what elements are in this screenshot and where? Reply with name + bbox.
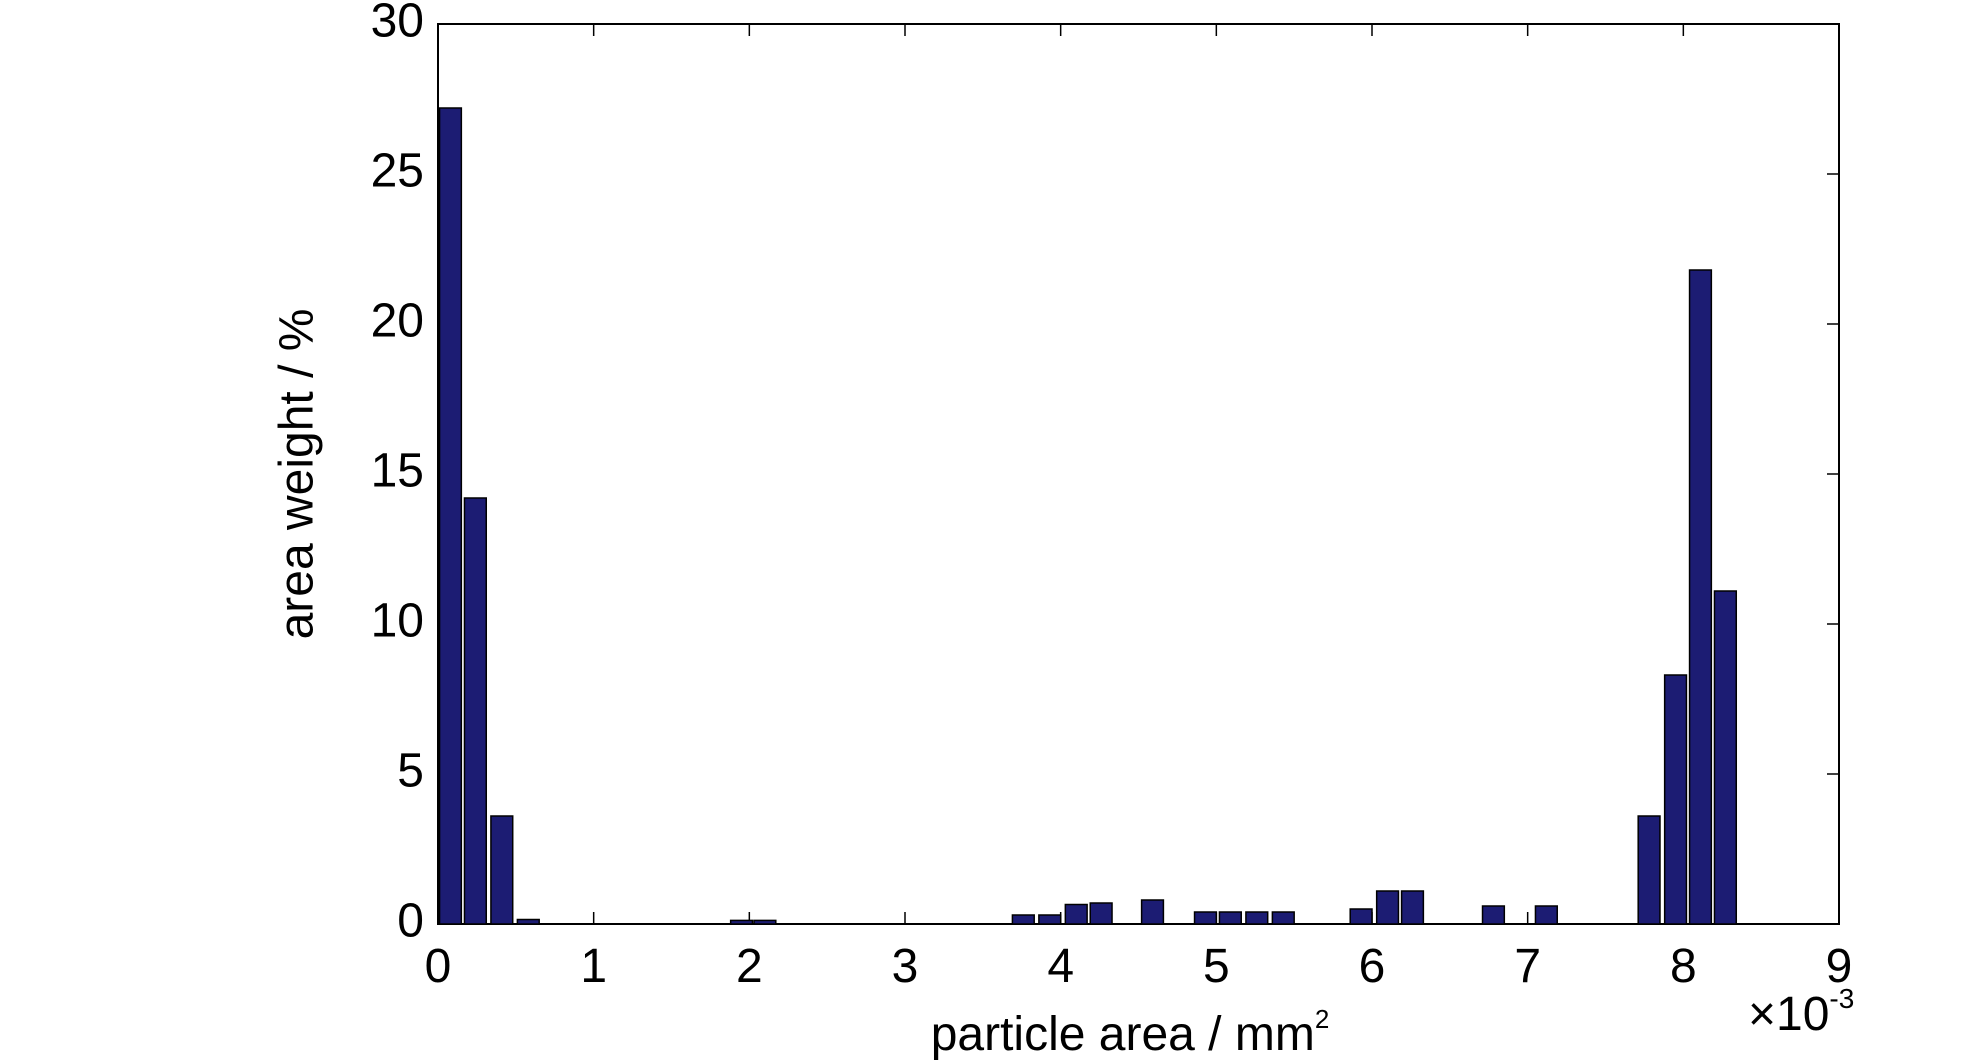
bar [463,497,488,925]
bar [1349,908,1373,925]
plot-frame [437,23,1840,925]
y-tick-label: 0 [397,895,424,948]
bar [516,918,540,925]
bar [490,815,514,925]
bar [729,919,754,925]
bar [1271,911,1295,925]
x-tick-label: 4 [1047,940,1074,993]
x-axis-label: particle area / mm2 [931,1004,1330,1061]
y-tick-label: 10 [371,595,424,648]
bar [1637,815,1661,925]
x-multiplier-base: ×10 [1748,988,1829,1041]
bar [1400,890,1425,925]
bar [1375,890,1400,925]
x-tick-label: 7 [1514,940,1541,993]
x-tick-label: 3 [892,940,919,993]
y-axis-label: area weight / % [271,309,324,640]
bar [1193,911,1218,925]
bar [438,107,463,925]
bar [1218,911,1242,925]
x-tick-label: 5 [1203,940,1230,993]
bar [1011,914,1035,925]
y-tick-label: 15 [371,445,424,498]
y-tick-label: 5 [397,745,424,798]
x-tick-label: 6 [1359,940,1386,993]
x-multiplier: ×10-3 [1748,983,1854,1041]
y-tick-label: 30 [371,0,424,48]
x-tick-label: 8 [1670,940,1697,993]
bar [1481,905,1506,925]
bar [1089,902,1113,925]
x-multiplier-exponent: -3 [1829,983,1854,1014]
x-tick-label: 2 [736,940,763,993]
bar [1534,905,1558,925]
x-tick-label: 0 [425,940,452,993]
x-axis-label-superscript: 2 [1315,1004,1329,1034]
bar [1245,911,1269,925]
x-tick-label: 1 [580,940,607,993]
bar [1688,269,1713,925]
bar [1663,674,1688,925]
bar [1064,903,1088,925]
bar [1140,899,1165,925]
y-tick-label: 20 [371,295,424,348]
bar [753,919,777,925]
x-axis-label-main: particle area / mm [931,1008,1315,1061]
x-tick-label: 9 [1826,940,1853,993]
y-tick-label: 25 [371,145,424,198]
bar [1038,914,1062,925]
bar [1713,590,1738,925]
